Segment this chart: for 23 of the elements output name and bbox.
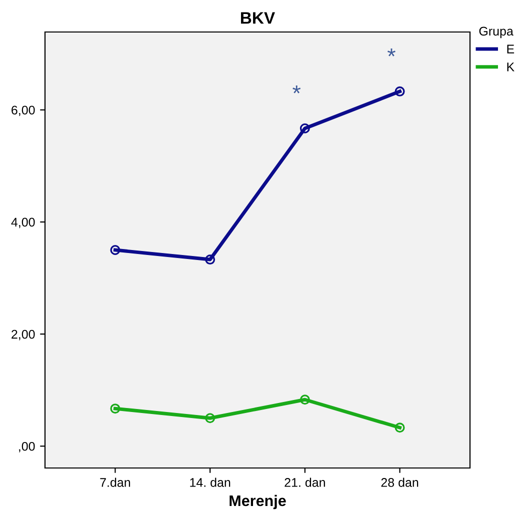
legend-label: E [507, 44, 514, 54]
annotation: * [388, 48, 396, 56]
x-tick-label: 7.dan [100, 478, 130, 487]
point [205, 413, 216, 424]
point [110, 245, 120, 255]
y-tick-label: ,00 [19, 442, 35, 452]
annotation: * [292, 86, 301, 94]
y-tick-label: 6,00 [12, 106, 35, 116]
y-tick-label: 2,00 [12, 330, 35, 340]
x-axis-title: Merenje [230, 494, 286, 510]
point [300, 123, 310, 134]
point [110, 404, 120, 414]
legend-title: Grupa [479, 26, 514, 38]
chart-title: BKV [241, 12, 275, 24]
x-tick-label: 14. dan [190, 478, 230, 487]
point [394, 422, 405, 433]
point [300, 394, 310, 405]
y-tick-label: 4,00 [11, 218, 35, 228]
x-tick-label: 21. dan [284, 478, 325, 487]
point [394, 86, 405, 96]
point [205, 254, 216, 265]
legend-label: K [507, 62, 514, 72]
x-tick-label: 28 dan [381, 478, 418, 487]
